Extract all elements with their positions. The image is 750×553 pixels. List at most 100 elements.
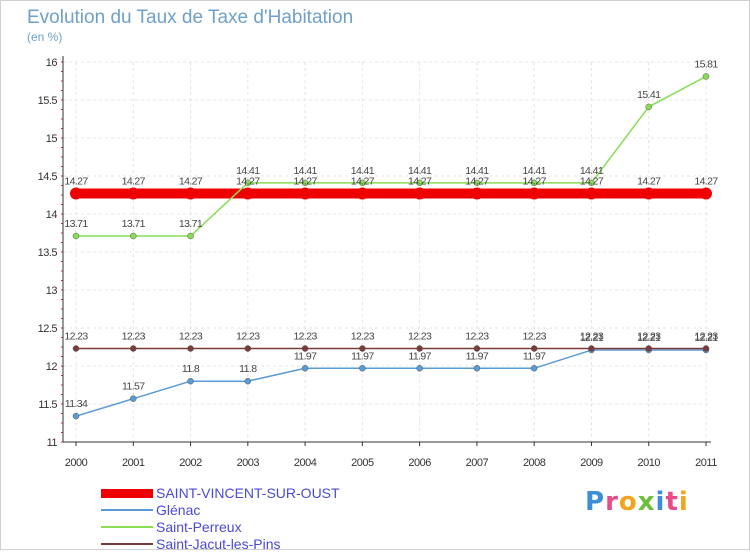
chart-title: Evolution du Taux de Taxe d'Habitation (27, 7, 354, 28)
x-tick-label: 2007 (466, 457, 489, 469)
data-point (645, 345, 652, 352)
legend-swatch (101, 509, 153, 511)
x-tick-label: 2006 (408, 457, 431, 469)
legend-label: Saint-Perreux (156, 519, 242, 535)
data-label: 11.97 (351, 350, 374, 362)
series-layer (70, 73, 712, 420)
data-label: 12.23 (523, 331, 547, 343)
data-label: 14.27 (580, 175, 604, 187)
data-point (130, 232, 137, 240)
y-tick-label: 15.5 (38, 95, 58, 107)
data-point (301, 365, 309, 372)
data-point (72, 345, 80, 352)
data-label: 14.27 (523, 175, 547, 187)
data-point (528, 187, 541, 200)
logo-letter: t (665, 487, 679, 517)
data-point (301, 179, 309, 187)
data-point (70, 187, 82, 200)
data-label: 12.23 (637, 331, 661, 343)
grid-layer (63, 61, 711, 443)
data-point (416, 345, 423, 352)
x-tick-label: 2003 (237, 457, 260, 469)
data-point (244, 377, 252, 385)
data-point (356, 187, 369, 200)
data-label: 11.8 (182, 363, 200, 375)
data-label: 14.41 (293, 165, 317, 177)
data-label: 11.8 (239, 363, 257, 375)
data-label: 14.41 (465, 165, 489, 177)
x-tick-label: 2008 (523, 457, 546, 469)
y-tick-label: 12 (46, 361, 58, 373)
legend-label: SAINT-VINCENT-SUR-OUST (156, 485, 340, 501)
data-label: 15.41 (637, 89, 661, 101)
data-point (187, 377, 194, 385)
y-tick-label: 14.5 (38, 171, 58, 183)
data-point (700, 187, 712, 200)
data-point (244, 179, 252, 187)
data-label: 12.23 (408, 331, 432, 343)
data-label: 14.27 (351, 175, 375, 187)
data-point (359, 345, 366, 352)
data-point (702, 73, 710, 80)
x-tick-label: 2010 (637, 457, 660, 469)
data-label: 12.21 (694, 332, 718, 344)
data-point (184, 187, 197, 200)
data-label: 14.41 (351, 165, 375, 177)
data-point (72, 412, 80, 420)
data-label: 11.57 (122, 381, 145, 393)
x-tick-label: 2004 (294, 457, 317, 469)
data-point (127, 187, 140, 200)
data-label: 14.27 (465, 175, 489, 187)
data-point (645, 103, 652, 111)
data-point (588, 179, 595, 187)
data-label: 14.27 (122, 175, 146, 187)
data-point (241, 187, 254, 200)
data-point (187, 345, 194, 352)
logo-letter: i (655, 487, 666, 517)
data-point (130, 345, 137, 352)
data-label: 12.23 (694, 331, 718, 343)
data-label: 11.97 (466, 350, 489, 362)
logo-letter: x (637, 487, 656, 517)
data-label: 12.23 (465, 331, 489, 343)
data-label: 14.27 (408, 175, 432, 187)
data-point (702, 345, 710, 352)
data-label: 12.23 (580, 331, 604, 343)
legend-label: Saint-Jacut-les-Pins (156, 536, 281, 552)
data-label: 14.41 (523, 165, 547, 177)
x-tick-label: 2001 (122, 457, 145, 469)
data-label: 14.41 (408, 165, 432, 177)
x-tick-label: 2000 (65, 457, 88, 469)
data-point (473, 345, 481, 352)
data-label: 14.41 (580, 165, 604, 177)
proxiti-logo: Proxiti (585, 487, 689, 517)
y-tick-label: 11.5 (38, 399, 57, 411)
x-tick-label: 2011 (695, 457, 717, 469)
data-label: 11.97 (523, 350, 546, 362)
data-label: 14.27 (694, 175, 718, 187)
data-label: 13.71 (64, 218, 88, 230)
data-label: 11.97 (408, 350, 431, 362)
x-tick-label: 2002 (179, 457, 202, 469)
y-tick-label: 16 (46, 57, 58, 69)
series-line (75, 349, 706, 417)
legend-swatch (101, 543, 153, 545)
data-label: 12.23 (122, 331, 146, 343)
data-label: 14.27 (179, 175, 203, 187)
data-point (301, 345, 309, 352)
data-label: 12.21 (637, 332, 661, 344)
y-tick-label: 13.5 (38, 247, 58, 259)
logo-letter: r (605, 487, 619, 517)
y-tick-label: 12.5 (38, 323, 58, 335)
data-label: 15.81 (694, 58, 718, 70)
data-point (359, 179, 366, 187)
data-point (130, 395, 137, 402)
data-point (473, 365, 481, 372)
data-point (187, 232, 194, 240)
data-label: 12.23 (64, 331, 88, 343)
chart-unit-label: (en %) (27, 30, 63, 44)
data-point (588, 345, 595, 352)
data-point (530, 345, 538, 352)
